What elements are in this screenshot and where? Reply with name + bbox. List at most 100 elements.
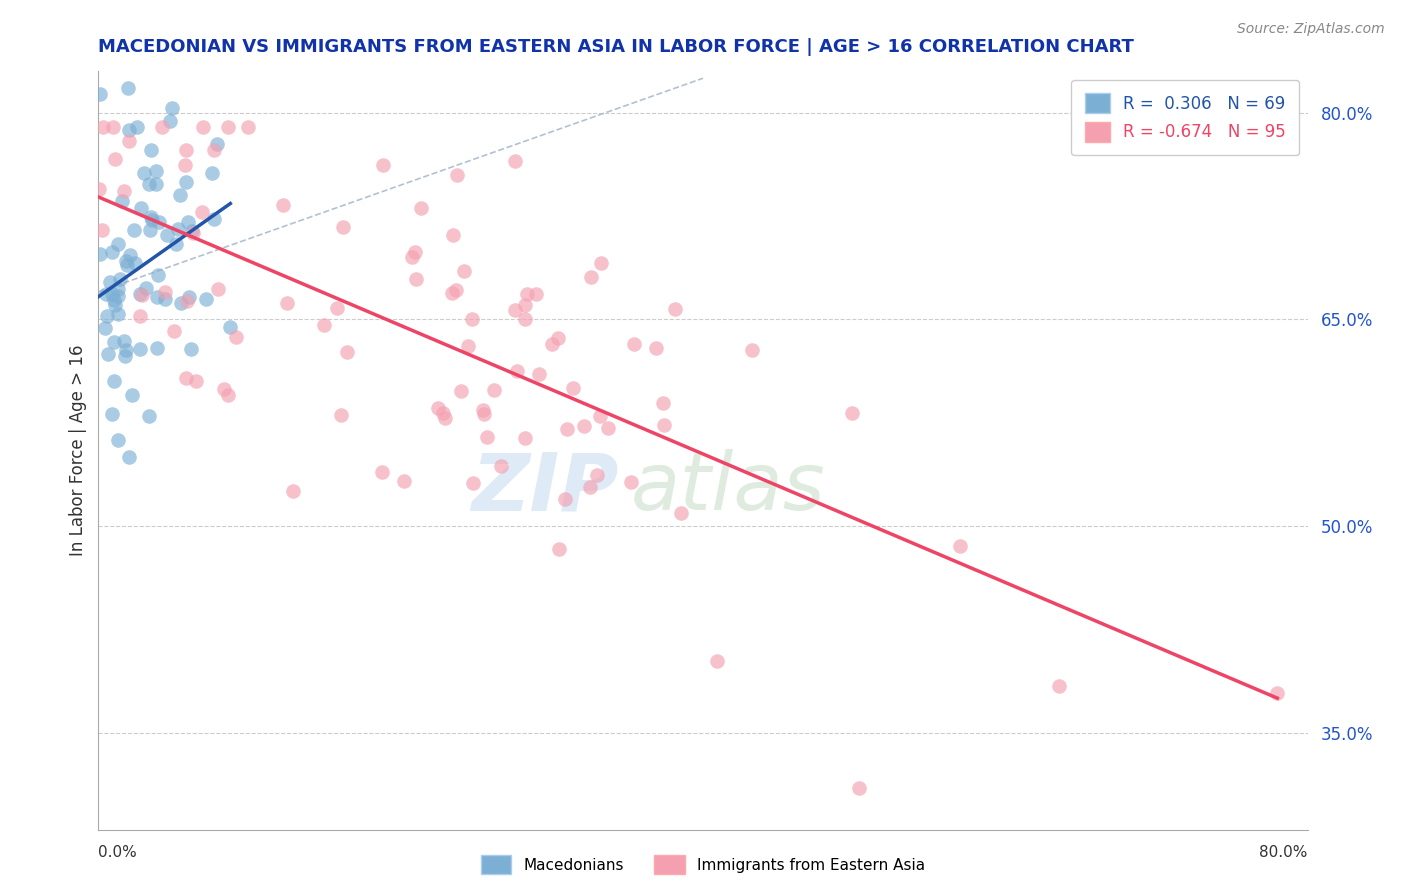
- Point: [174, 144, 197, 158]
- Point: [148, 215, 170, 229]
- Point: [103, 374, 125, 388]
- Point: [173, 158, 195, 172]
- Point: [506, 364, 529, 378]
- Point: [652, 417, 675, 432]
- Point: [949, 539, 972, 553]
- Point: [541, 337, 564, 351]
- Point: [405, 271, 427, 285]
- Point: [596, 421, 619, 435]
- Point: [160, 102, 183, 116]
- Point: [489, 458, 512, 473]
- Point: [131, 288, 153, 302]
- Point: [100, 287, 122, 301]
- Point: [177, 215, 200, 229]
- Point: [141, 213, 163, 227]
- Point: [547, 331, 569, 345]
- Point: [145, 178, 167, 192]
- Point: [94, 286, 117, 301]
- Point: [103, 293, 125, 308]
- Point: [548, 541, 571, 556]
- Point: [201, 166, 224, 180]
- Point: [153, 292, 176, 306]
- Point: [562, 381, 585, 395]
- Point: [841, 406, 863, 420]
- Point: [138, 177, 160, 191]
- Point: [127, 120, 149, 135]
- Point: [114, 343, 136, 358]
- Point: [107, 282, 129, 296]
- Point: [434, 410, 457, 425]
- Point: [441, 228, 464, 243]
- Point: [139, 211, 162, 225]
- Y-axis label: In Labor Force | Age > 16: In Labor Force | Age > 16: [69, 344, 87, 557]
- Point: [139, 143, 162, 157]
- Point: [281, 483, 304, 498]
- Point: [477, 430, 499, 444]
- Point: [166, 222, 188, 236]
- Point: [432, 406, 454, 420]
- Point: [202, 143, 225, 157]
- Point: [474, 407, 496, 421]
- Point: [236, 120, 259, 134]
- Point: [644, 342, 666, 356]
- Point: [453, 263, 475, 277]
- Point: [516, 286, 538, 301]
- Point: [139, 223, 162, 237]
- Point: [450, 384, 472, 398]
- Text: Source: ZipAtlas.com: Source: ZipAtlas.com: [1237, 22, 1385, 37]
- Point: [225, 329, 247, 343]
- Text: MACEDONIAN VS IMMIGRANTS FROM EASTERN ASIA IN LABOR FORCE | AGE > 16 CORRELATION: MACEDONIAN VS IMMIGRANTS FROM EASTERN AS…: [98, 38, 1135, 56]
- Point: [96, 309, 118, 323]
- Point: [741, 343, 763, 357]
- Point: [90, 223, 112, 237]
- Point: [205, 136, 228, 151]
- Point: [97, 346, 120, 360]
- Point: [515, 312, 537, 326]
- Point: [586, 468, 609, 483]
- Point: [129, 310, 152, 324]
- Point: [195, 292, 218, 306]
- Point: [138, 409, 160, 424]
- Point: [527, 368, 550, 382]
- Point: [404, 245, 426, 260]
- Point: [100, 407, 122, 421]
- Point: [503, 302, 526, 317]
- Point: [217, 120, 239, 134]
- Point: [128, 342, 150, 356]
- Point: [706, 654, 728, 668]
- Legend: Macedonians, Immigrants from Eastern Asia: Macedonians, Immigrants from Eastern Asi…: [474, 849, 932, 880]
- Point: [117, 81, 139, 95]
- Point: [135, 281, 157, 295]
- Point: [330, 408, 353, 422]
- Point: [180, 224, 202, 238]
- Point: [441, 286, 464, 301]
- Point: [148, 268, 170, 282]
- Point: [94, 321, 117, 335]
- Point: [183, 227, 205, 241]
- Point: [169, 296, 191, 310]
- Point: [482, 384, 505, 398]
- Point: [472, 402, 495, 417]
- Point: [212, 382, 235, 396]
- Point: [664, 301, 686, 316]
- Text: 0.0%: 0.0%: [98, 845, 138, 860]
- Point: [202, 211, 225, 226]
- Point: [100, 244, 122, 259]
- Point: [276, 295, 298, 310]
- Point: [156, 227, 179, 242]
- Point: [115, 253, 138, 268]
- Point: [89, 182, 111, 196]
- Point: [124, 256, 146, 270]
- Point: [554, 491, 576, 506]
- Point: [524, 286, 547, 301]
- Point: [460, 312, 482, 326]
- Text: ZIP: ZIP: [471, 450, 619, 527]
- Point: [217, 388, 239, 402]
- Point: [193, 120, 215, 134]
- Point: [515, 431, 537, 445]
- Point: [1047, 679, 1070, 693]
- Point: [401, 250, 423, 264]
- Point: [191, 204, 214, 219]
- Point: [118, 450, 141, 465]
- Point: [104, 298, 127, 312]
